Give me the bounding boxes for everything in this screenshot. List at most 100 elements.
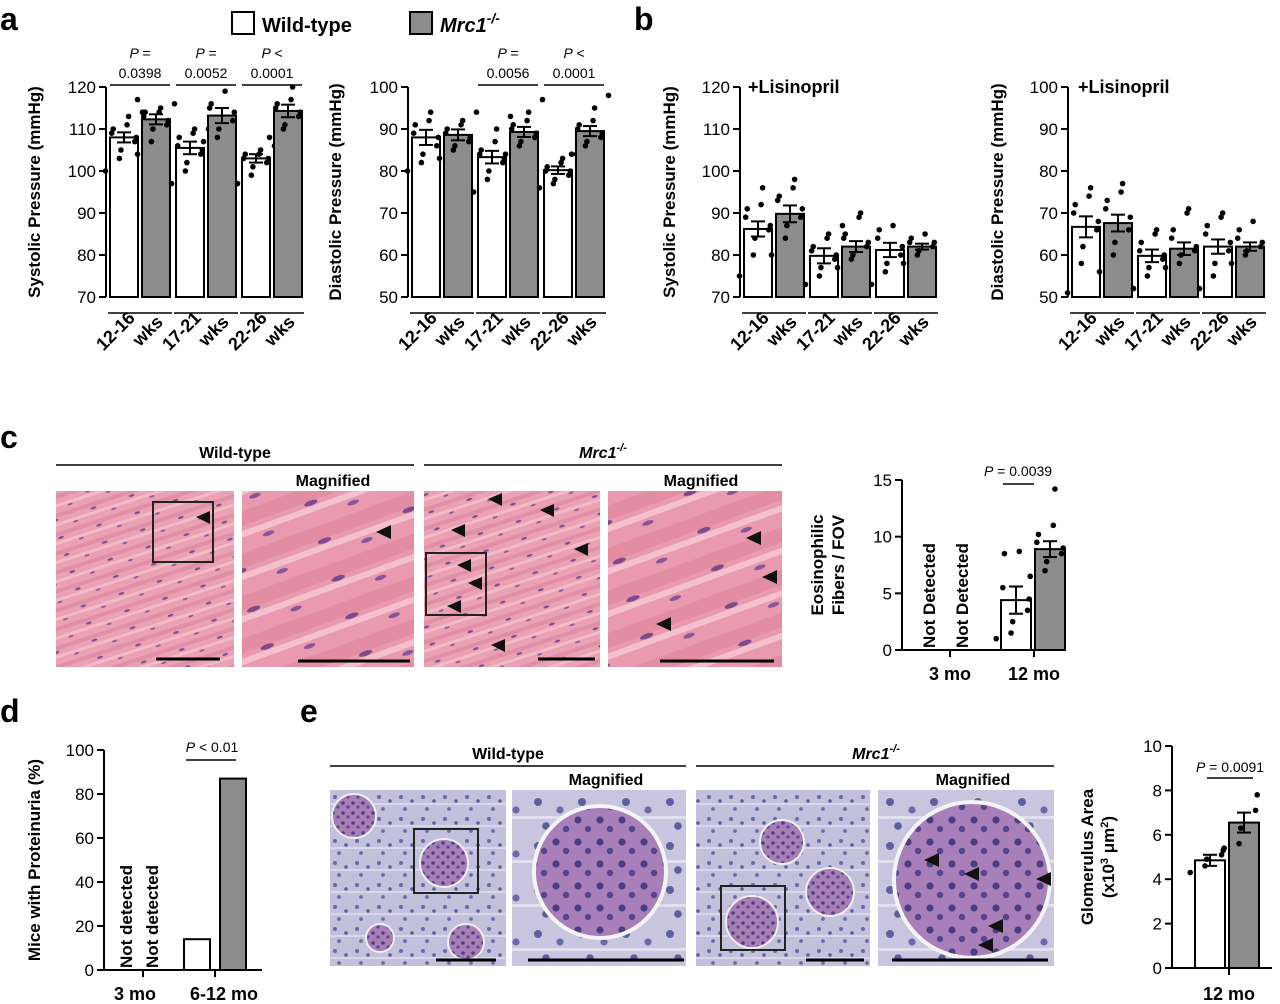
data-point <box>782 235 789 241</box>
data-point <box>1042 567 1048 574</box>
arrowhead-icon <box>468 577 482 590</box>
data-point <box>874 235 881 241</box>
data-point <box>191 126 198 132</box>
data-point <box>1159 256 1166 263</box>
x-tick-label: 6-12 mo <box>190 984 258 1004</box>
not-detected-label: Not detected <box>143 865 162 968</box>
bar <box>841 245 871 299</box>
bar <box>1103 222 1133 298</box>
y-tick-label: 100 <box>68 162 96 181</box>
data-point <box>900 260 907 267</box>
data-point <box>1009 618 1016 625</box>
data-point <box>476 151 483 157</box>
glomerulus <box>759 819 805 865</box>
y-tick-label: 60 <box>75 829 94 848</box>
bar <box>1194 859 1226 970</box>
data-point <box>752 235 758 241</box>
data-point <box>565 172 572 178</box>
data-point <box>774 197 781 204</box>
data-point <box>297 109 304 115</box>
data-point <box>1176 260 1183 267</box>
legend-ko-label: Mrc1-/- <box>440 10 500 37</box>
data-point <box>110 126 117 132</box>
y-tick-label: 50 <box>1039 288 1058 307</box>
y-tick-label: 2 <box>1153 915 1162 934</box>
data-point <box>810 243 817 250</box>
y-tick-label: 80 <box>379 162 398 181</box>
y-tick-label: 10 <box>873 528 892 547</box>
data-point <box>590 117 596 124</box>
y-axis-label: Diastolic Pressure (mmHg) <box>326 83 345 300</box>
bar <box>775 212 805 298</box>
data-point <box>1225 248 1232 254</box>
data-point <box>1001 550 1008 557</box>
data-point <box>842 231 849 237</box>
data-point <box>1118 189 1124 195</box>
heart-ko-mag-image <box>608 491 782 667</box>
data-point <box>1244 248 1250 254</box>
x-tick-label: 22-26 <box>858 308 905 355</box>
data-point <box>418 159 425 166</box>
y-tick-label: 80 <box>75 785 94 804</box>
data-point <box>493 126 500 132</box>
data-point <box>1162 264 1169 271</box>
y-tick-label: 0 <box>1153 959 1162 978</box>
bar <box>509 130 539 298</box>
data-point <box>824 235 830 241</box>
data-point <box>507 113 514 120</box>
x-tick-label: 12-16 <box>92 308 139 355</box>
data-point <box>234 180 241 187</box>
data-point <box>1184 210 1190 216</box>
histology-heart: Wild-type Mrc1-/- Magnified Magnified <box>56 442 782 667</box>
data-point <box>1202 231 1209 237</box>
y-tick-label: 100 <box>1030 78 1058 97</box>
data-point <box>914 252 921 258</box>
y-tick-label: 70 <box>711 288 730 307</box>
y-tick-label: 40 <box>75 873 94 892</box>
bar <box>207 114 237 298</box>
data-point <box>790 185 796 191</box>
data-point <box>882 269 889 275</box>
heart-ko-zoom-box <box>425 552 487 616</box>
data-point <box>1153 227 1160 233</box>
p-value-prefix: P < <box>262 45 283 61</box>
data-point <box>884 260 890 267</box>
chart-c-eosinophilic: 0 5 10 15 Eosinophilic Fibers / FOV Not Detect… <box>808 463 1066 684</box>
x-tick-label: 17-21 <box>158 308 205 355</box>
kidney-ko-zoom-box <box>720 885 786 951</box>
data-point <box>922 231 928 237</box>
data-point <box>134 96 141 103</box>
data-point <box>242 151 249 157</box>
y-tick-label: 100 <box>702 162 730 181</box>
data-point <box>171 101 178 107</box>
data-point <box>1257 243 1264 250</box>
data-point <box>190 130 196 136</box>
heart-wt-magnified-label: Magnified <box>296 473 371 490</box>
data-point <box>736 273 743 279</box>
bar <box>743 227 773 299</box>
data-point <box>412 122 419 128</box>
data-point <box>199 147 206 153</box>
data-point <box>142 109 149 115</box>
data-point <box>1130 285 1137 292</box>
data-point <box>478 147 485 153</box>
x-tick-label: 17-21 <box>1120 308 1167 355</box>
data-point <box>850 252 856 258</box>
heart-ko-magnified-label: Magnified <box>664 473 739 490</box>
data-point <box>197 151 204 157</box>
data-point <box>118 147 124 153</box>
data-point <box>906 239 913 246</box>
arrowhead-icon <box>196 511 210 524</box>
data-point <box>240 155 247 162</box>
arrowhead-icon <box>451 524 465 537</box>
data-point <box>993 635 999 642</box>
data-point <box>1043 558 1050 565</box>
data-point <box>256 151 262 157</box>
data-point <box>825 231 832 237</box>
data-point <box>280 126 287 132</box>
data-point <box>492 138 498 145</box>
arrowhead-icon <box>656 617 671 631</box>
data-point <box>1161 252 1168 258</box>
bar <box>241 157 271 298</box>
arrowhead-icon <box>540 504 554 517</box>
